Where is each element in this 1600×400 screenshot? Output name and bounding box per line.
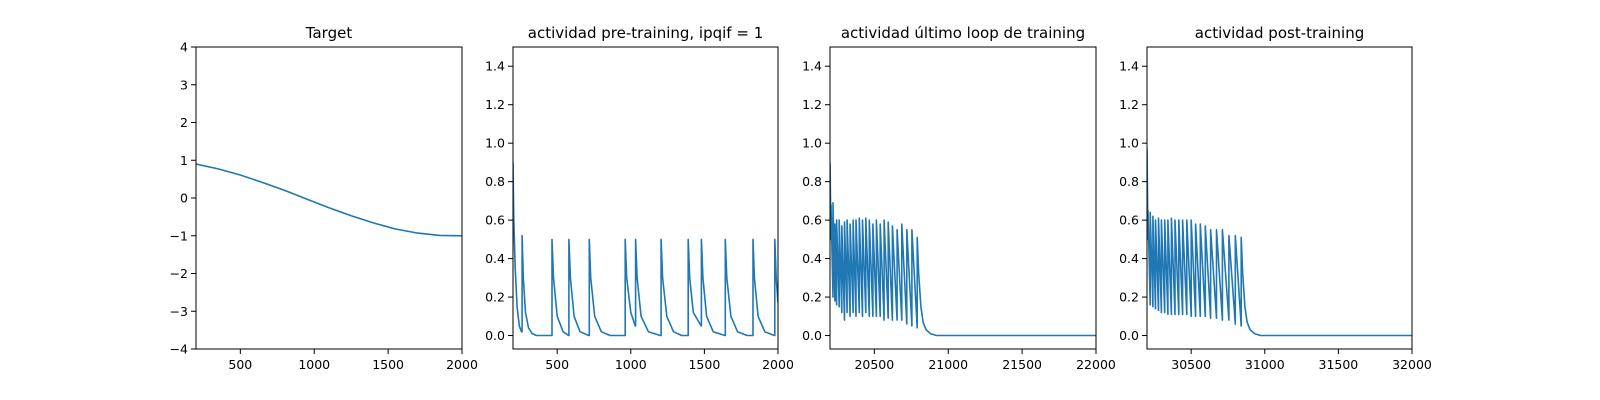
y-tick-label: 2 bbox=[180, 115, 188, 130]
chart-panel-2: actividad pre-training, ipqif = 1 500 1000… bbox=[485, 24, 794, 372]
x-tick-label: 21000 bbox=[928, 357, 968, 372]
x-tick-label: 22000 bbox=[1076, 357, 1116, 372]
chart-panel-1: Target 500 1000 1500 2000 −4 −3 −2 −1 0 1 2 3 4 bbox=[170, 24, 478, 372]
chart-title: actividad último loop de training bbox=[841, 24, 1085, 42]
x-tick-label: 1500 bbox=[372, 357, 404, 372]
axes-frame bbox=[512, 46, 779, 350]
x-tick-label: 20500 bbox=[854, 357, 894, 372]
y-tick-label: −3 bbox=[170, 304, 188, 319]
y-tick-label: 0 bbox=[180, 191, 188, 206]
x-tick-label: 31000 bbox=[1245, 357, 1285, 372]
y-tick-label: −4 bbox=[170, 342, 188, 357]
chart-title: actividad post-training bbox=[1195, 24, 1364, 42]
y-tick-label: 0.6 bbox=[1119, 213, 1139, 228]
y-tick-label: 1.2 bbox=[1119, 97, 1139, 112]
x-tick-label: 1500 bbox=[688, 357, 720, 372]
y-tick-label: 0.6 bbox=[485, 213, 505, 228]
y-tick-label: 3 bbox=[180, 77, 188, 92]
y-tick-label: 1.0 bbox=[485, 136, 505, 151]
y-tick-label: 0.2 bbox=[802, 290, 822, 305]
y-tick-label: 0.0 bbox=[485, 328, 505, 343]
y-tick-label: 1.0 bbox=[1119, 136, 1139, 151]
axes-frame bbox=[1146, 46, 1413, 350]
series-line bbox=[513, 162, 778, 337]
x-tick-label: 1000 bbox=[298, 357, 330, 372]
x-tick-label: 32000 bbox=[1392, 357, 1432, 372]
y-tick-label: 0.2 bbox=[485, 290, 505, 305]
y-tick-label: 0.4 bbox=[802, 251, 822, 266]
y-tick-label: 0.2 bbox=[1119, 290, 1139, 305]
y-tick-label: 0.4 bbox=[1119, 251, 1139, 266]
y-tick-label: 0.0 bbox=[1119, 328, 1139, 343]
x-tick-label: 2000 bbox=[446, 357, 478, 372]
y-tick-label: 1.2 bbox=[802, 97, 822, 112]
x-tick-label: 30500 bbox=[1171, 357, 1211, 372]
y-tick-label: 0.0 bbox=[802, 328, 822, 343]
y-tick-label: 0.8 bbox=[802, 174, 822, 189]
y-tick-label: −1 bbox=[170, 228, 188, 243]
y-tick-label: 4 bbox=[180, 40, 188, 55]
chart-panel-3: actividad último loop de training 20500 21… bbox=[802, 24, 1116, 372]
y-tick-label: 0.4 bbox=[485, 251, 505, 266]
x-tick-label: 2000 bbox=[762, 357, 794, 372]
x-tick-label: 31500 bbox=[1319, 357, 1359, 372]
y-tick-label: 1.4 bbox=[485, 59, 505, 74]
y-tick-label: 0.8 bbox=[485, 174, 505, 189]
y-tick-label: 1 bbox=[180, 153, 188, 168]
series-line bbox=[196, 163, 462, 237]
y-tick-label: 1.2 bbox=[485, 97, 505, 112]
y-tick-label: 1.4 bbox=[802, 59, 822, 74]
chart-title: actividad pre-training, ipqif = 1 bbox=[528, 24, 764, 42]
y-tick-label: 1.0 bbox=[802, 136, 822, 151]
chart-panel-4: actividad post-training 30500 31000 31500 32… bbox=[1119, 24, 1432, 372]
x-tick-label: 500 bbox=[545, 357, 569, 372]
y-tick-label: −2 bbox=[170, 266, 188, 281]
series-line bbox=[1147, 148, 1412, 337]
chart-title: Target bbox=[305, 24, 353, 42]
x-tick-label: 500 bbox=[228, 357, 252, 372]
x-tick-label: 21500 bbox=[1002, 357, 1042, 372]
x-tick-label: 1000 bbox=[615, 357, 647, 372]
y-tick-label: 0.6 bbox=[802, 213, 822, 228]
axes-frame bbox=[829, 46, 1097, 350]
y-tick-label: 0.8 bbox=[1119, 174, 1139, 189]
y-tick-label: 1.4 bbox=[1119, 59, 1139, 74]
series-line bbox=[830, 162, 1096, 337]
